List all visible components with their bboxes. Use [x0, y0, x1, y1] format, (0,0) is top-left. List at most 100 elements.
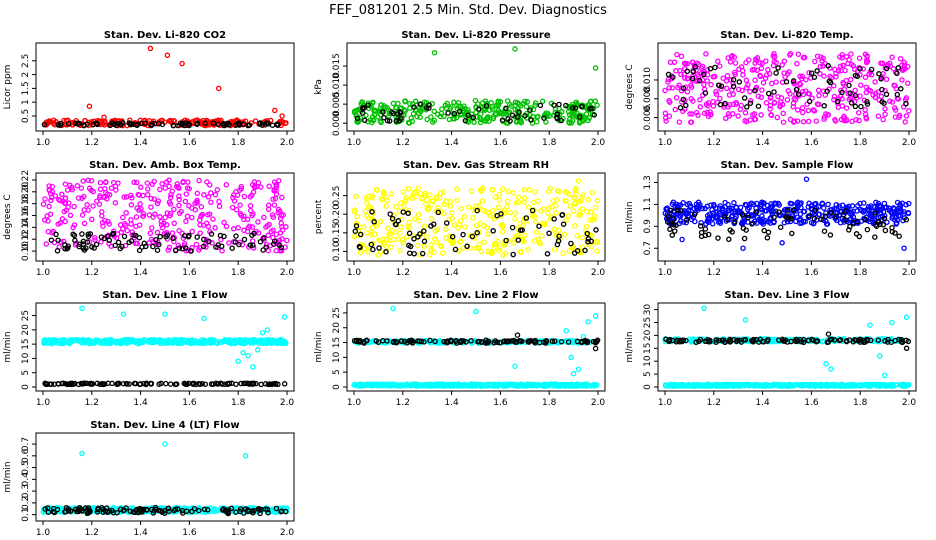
outlier-point: [592, 313, 599, 319]
x-tick-label: 1.2: [85, 528, 99, 538]
data-point: [537, 102, 544, 109]
data-point: [579, 103, 585, 110]
x-tick-label: 2.0: [591, 138, 606, 148]
data-point: [662, 110, 669, 116]
y-tick-label: 10: [332, 351, 342, 363]
data-point: [41, 121, 48, 128]
y-tick-label: 10: [643, 355, 653, 367]
data-point: [206, 182, 213, 188]
data-point: [441, 113, 447, 120]
data-point: [879, 60, 886, 67]
data-point: [899, 77, 905, 83]
data-point: [563, 102, 569, 109]
data-point: [398, 224, 404, 230]
data-point: [509, 112, 516, 118]
data-point: [252, 118, 259, 124]
data-point: [790, 103, 797, 110]
data-point: [456, 108, 463, 115]
data-point: [496, 191, 503, 198]
data-point: [133, 214, 140, 220]
data-point: [447, 203, 454, 209]
data-point: [579, 234, 585, 241]
data-point: [140, 192, 146, 199]
data-point: [755, 93, 762, 99]
y-tick-label: 0.9: [643, 219, 653, 234]
data-point: [448, 209, 455, 216]
data-point: [731, 200, 737, 206]
plot-frame: [657, 302, 917, 392]
y-tick-label: 0.5: [21, 109, 31, 123]
data-point: [45, 218, 51, 224]
data-point: [903, 100, 909, 107]
data-point: [518, 248, 525, 255]
data-point: [210, 120, 217, 126]
data-point: [588, 243, 595, 250]
data-point: [212, 225, 218, 231]
data-point: [416, 218, 423, 224]
data-point: [533, 229, 540, 235]
data-point: [354, 113, 360, 119]
y-tick-label: 0.14: [21, 217, 31, 237]
data-point: [894, 70, 900, 77]
data-point: [715, 235, 721, 241]
data-point: [676, 82, 682, 88]
data-point: [846, 82, 852, 89]
data-point: [62, 181, 69, 187]
data-point: [361, 117, 368, 124]
data-point: [421, 223, 428, 230]
data-point: [767, 95, 774, 101]
data-point: [371, 108, 377, 114]
data-point: [145, 186, 151, 192]
data-point: [80, 122, 87, 128]
x-tick-label: 1.8: [231, 138, 246, 148]
data-point: [112, 183, 119, 189]
outlier-point: [514, 332, 521, 338]
y-tick-label: 0: [21, 384, 31, 390]
data-point: [717, 101, 724, 108]
data-point: [774, 114, 781, 121]
data-point: [511, 240, 517, 246]
data-point: [687, 111, 693, 117]
data-point: [428, 241, 434, 248]
data-point: [150, 214, 156, 220]
data-point: [799, 109, 806, 116]
data-point: [662, 115, 669, 121]
data-point: [723, 78, 730, 84]
data-point: [457, 218, 464, 224]
data-point: [557, 111, 563, 117]
data-point: [234, 192, 241, 198]
data-point: [44, 121, 50, 127]
plot-frame: [346, 42, 606, 132]
data-point: [136, 247, 143, 254]
data-point: [535, 113, 541, 120]
data-point: [98, 234, 105, 240]
y-tick-label: 25: [643, 317, 653, 328]
x-tick-label: 1.0: [36, 138, 51, 148]
data-point: [522, 112, 528, 119]
panel-title: Stan. Dev. Li-820 CO2: [104, 30, 226, 41]
data-point: [750, 111, 756, 118]
data-point: [386, 118, 393, 124]
data-point: [435, 204, 441, 211]
data-point: [898, 86, 904, 92]
data-point: [689, 75, 696, 82]
data-point: [889, 99, 896, 105]
data-point: [696, 77, 703, 84]
data-point: [167, 117, 174, 124]
y-axis-label: degrees C: [625, 64, 635, 109]
y-axis-label: kPa: [314, 79, 324, 95]
y-tick-label: 2: [21, 72, 31, 78]
data-point: [795, 51, 802, 57]
data-point: [284, 237, 290, 244]
data-point: [803, 76, 809, 83]
data-point: [827, 232, 834, 238]
data-point: [525, 204, 532, 210]
data-point: [758, 65, 765, 72]
data-point: [165, 247, 171, 253]
data-point: [800, 118, 807, 125]
x-tick-label: 1.0: [347, 268, 362, 278]
data-point: [816, 101, 822, 108]
data-point: [551, 226, 558, 233]
x-tick-label: 1.4: [133, 138, 148, 148]
